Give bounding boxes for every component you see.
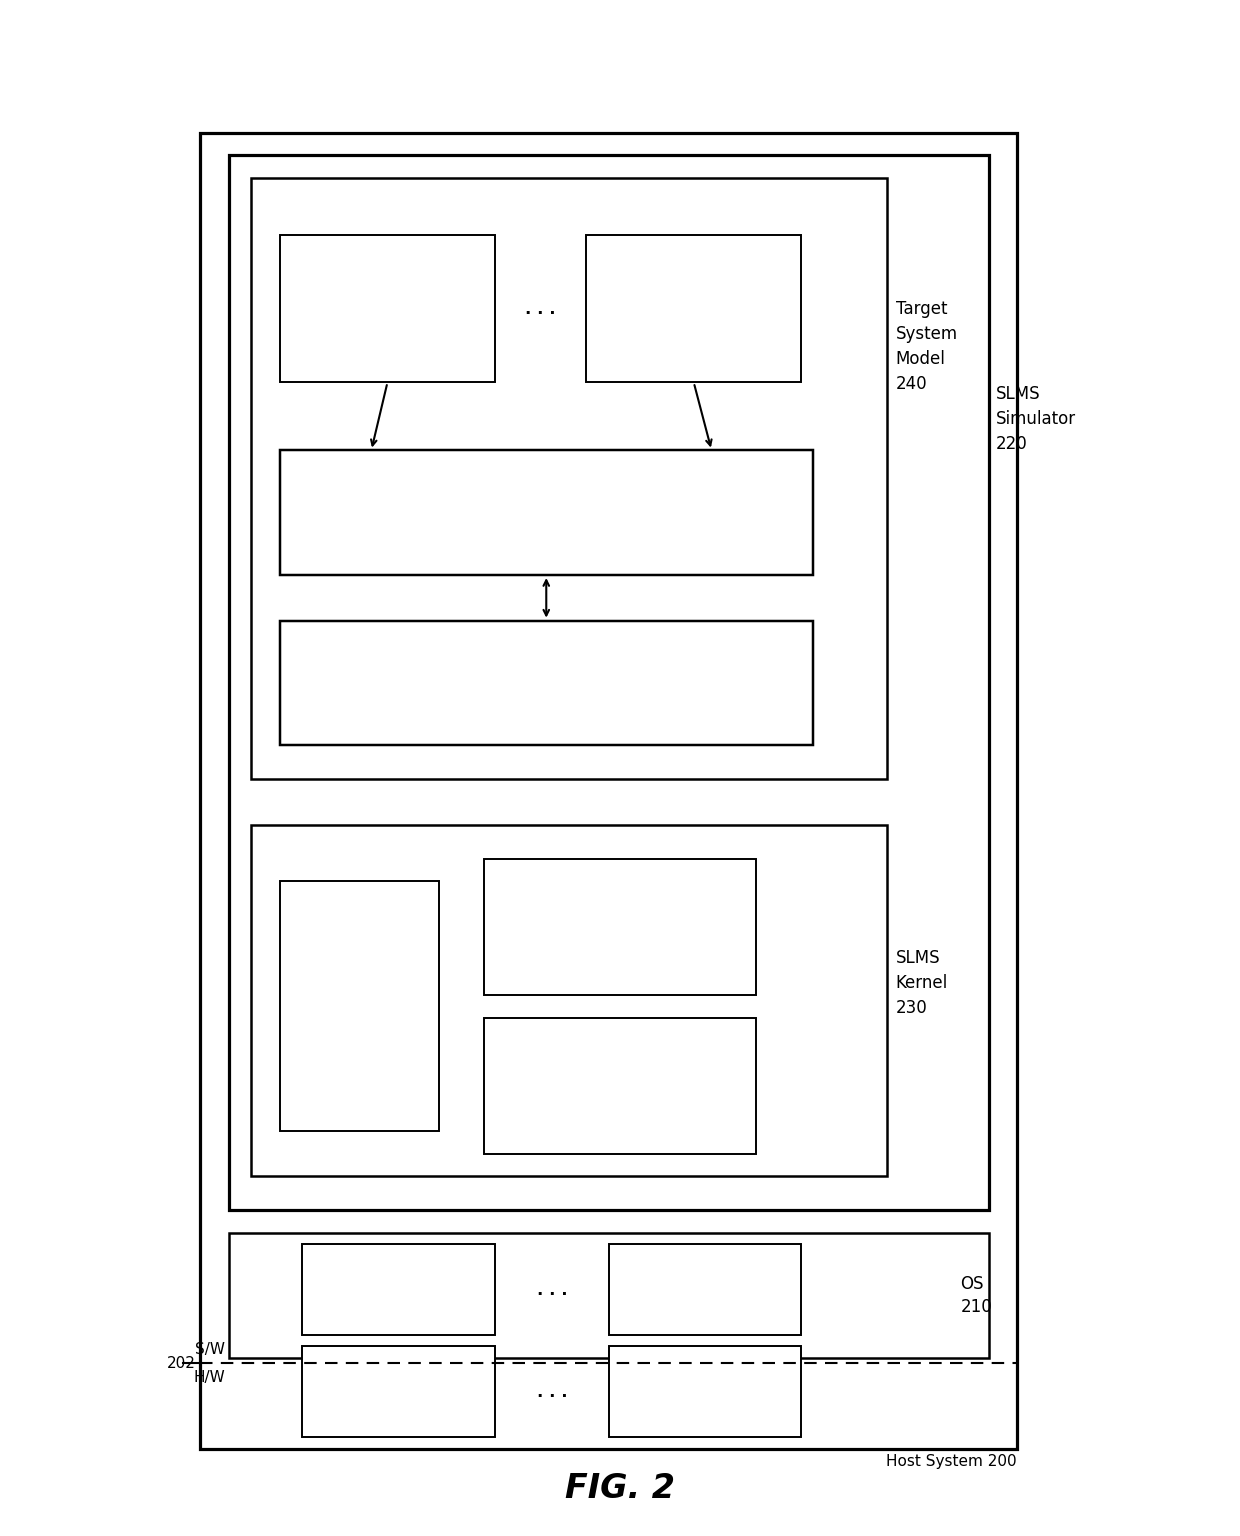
- Bar: [252, 825, 887, 1177]
- Text: Core 1
204: Core 1 204: [372, 1372, 427, 1413]
- Bar: [280, 235, 495, 382]
- Text: 202: 202: [167, 1356, 196, 1372]
- Text: Shared
Resource
236: Shared Resource 236: [321, 974, 397, 1038]
- Bar: [609, 1244, 801, 1335]
- Text: S/W: S/W: [195, 1341, 226, 1356]
- Bar: [609, 1347, 801, 1438]
- Bar: [280, 621, 813, 745]
- Text: . . .: . . .: [537, 1281, 567, 1299]
- Text: Core P
204: Core P 204: [678, 1372, 732, 1413]
- Bar: [484, 1017, 756, 1154]
- Text: SLMS
Simulator
220: SLMS Simulator 220: [996, 386, 1075, 453]
- Text: Interconnect Model
244: Interconnect Model 244: [466, 492, 626, 533]
- Bar: [484, 859, 756, 995]
- Bar: [201, 132, 1017, 1448]
- Bar: [252, 178, 887, 779]
- Text: SLMS
Kernel
230: SLMS Kernel 230: [895, 949, 947, 1017]
- Text: Deferred Execution
Module
232: Deferred Execution Module 232: [541, 894, 699, 960]
- Text: . . .: . . .: [526, 300, 556, 318]
- Text: Host System 200: Host System 200: [887, 1455, 1017, 1470]
- Bar: [228, 1233, 988, 1358]
- Bar: [280, 882, 439, 1130]
- Text: Target
System
Model
240: Target System Model 240: [895, 300, 957, 393]
- Bar: [303, 1244, 495, 1335]
- Text: H/W: H/W: [193, 1370, 226, 1385]
- Text: Memory Model
246: Memory Model 246: [485, 662, 608, 703]
- Text: . . .: . . .: [537, 1382, 567, 1401]
- Text: Core M Model
242: Core M Model 242: [637, 287, 750, 329]
- Text: Core 1 Model
242: Core 1 Model 242: [332, 287, 443, 329]
- Text: Thread 1
212: Thread 1 212: [362, 1269, 435, 1310]
- Text: Process Scheduler
Module
234: Process Scheduler Module 234: [544, 1054, 696, 1118]
- Bar: [280, 450, 813, 574]
- Text: OS
210: OS 210: [960, 1275, 992, 1316]
- Text: Thread N
212: Thread N 212: [667, 1269, 743, 1310]
- Bar: [303, 1347, 495, 1438]
- Text: FIG. 2: FIG. 2: [565, 1471, 675, 1505]
- Bar: [587, 235, 801, 382]
- Bar: [228, 155, 988, 1210]
